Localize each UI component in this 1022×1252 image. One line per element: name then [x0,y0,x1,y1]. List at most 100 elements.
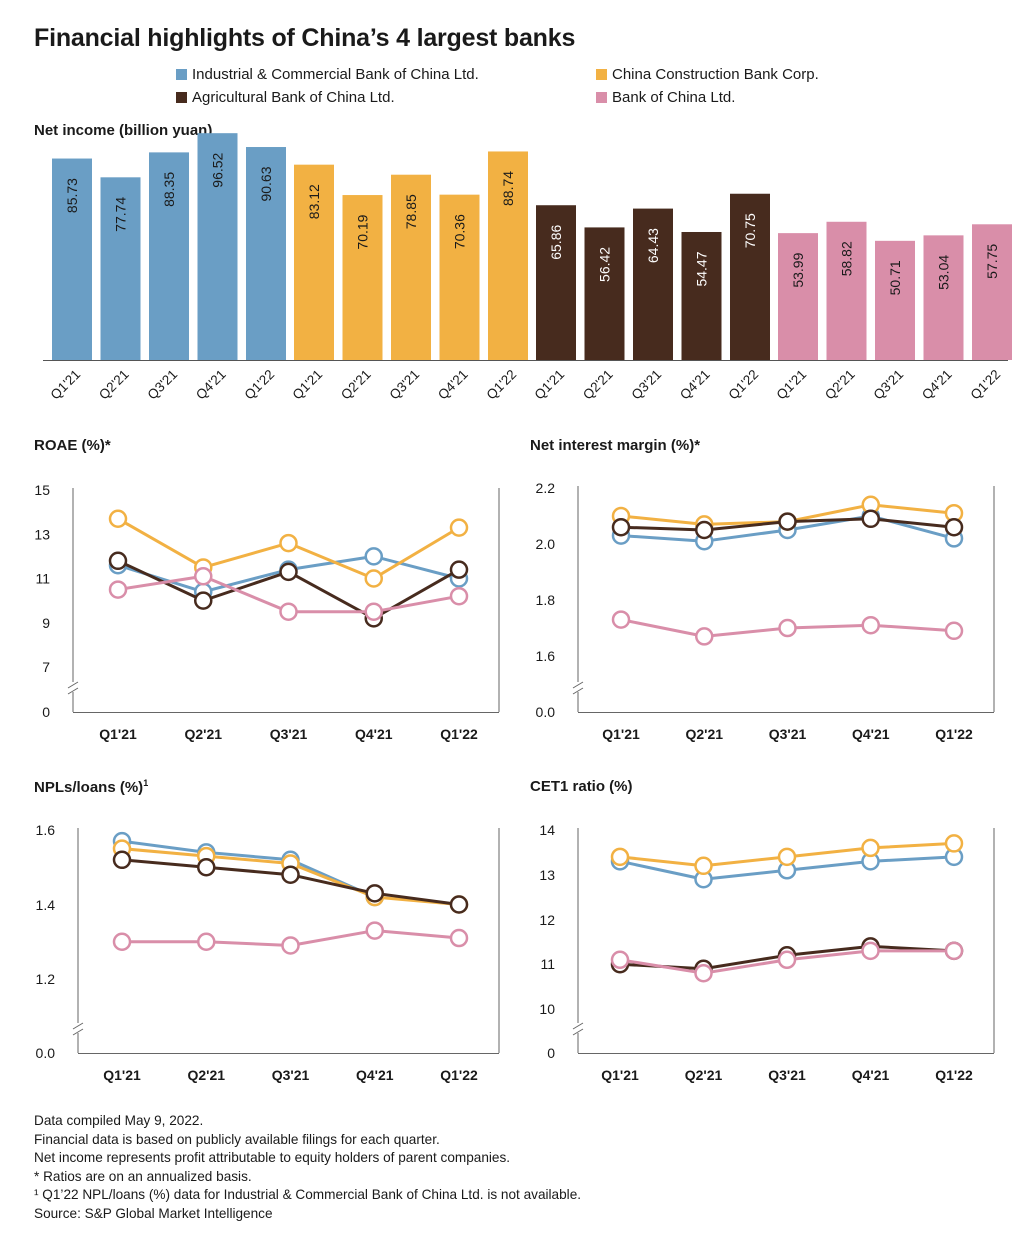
y-tick-label: 11 [540,956,555,972]
legend-item-boc: Bank of China Ltd. [596,89,735,106]
bar-0-1 [100,177,141,360]
data-point-3 [694,963,713,983]
y-tick-label: 0.0 [36,1045,56,1061]
bar-0-3 [197,133,238,360]
x-tick-label: Q3'21 [272,1067,310,1083]
data-point-2 [449,895,469,914]
bar-x-tick-label: Q4'21 [193,367,229,403]
bar-2-4 [730,193,770,360]
bar-x-tick-label: Q1'22 [484,367,520,403]
bar-x-tick-label: Q2'21 [822,367,858,403]
bar-value-label: 78.85 [403,194,419,229]
y-tick-label: 11 [35,571,50,587]
bar-value-label: 83.12 [306,184,322,219]
bar-x-tick-label: Q1'21 [48,367,84,403]
data-point-3 [610,950,630,970]
bar-3-4 [972,224,1012,360]
bar-3-2 [875,240,915,360]
legend-label-abc: Agricultural Bank of China Ltd. [192,89,395,106]
data-point-3 [194,567,213,586]
data-point-1 [861,838,880,858]
x-tick-label: Q1'21 [602,726,640,742]
data-point-2 [281,865,300,884]
bar-value-label: 77.74 [113,197,129,232]
legend-label-boc: Bank of China Ltd. [612,89,736,106]
data-point-2 [449,560,469,579]
npl-title-text: NPLs/loans (%) [34,779,144,796]
y-tick-label: 7 [42,659,50,675]
bar-value-label: 58.82 [839,241,855,276]
nim-title: Net interest margin (%)* [530,437,701,454]
y-tick-label: 9 [42,615,50,631]
y-tick-label: 2.2 [536,480,556,496]
x-tick-label: Q1'21 [103,1067,141,1083]
bar-x-tick-label: Q3'21 [387,367,423,403]
bar-value-label: 53.04 [936,255,952,290]
bar-value-label: 50.71 [887,260,903,295]
note-net-income: Net income represents profit attributabl… [34,1150,511,1165]
bar-x-tick-label: Q2'21 [338,367,374,403]
bar-x-tick-label: Q1'21 [774,367,810,403]
legend-swatch-ccb [596,69,607,80]
y-tick-label: 14 [539,822,555,838]
bar-x-tick-label: Q2'21 [580,367,616,403]
axis-break-icon-1 [67,681,79,695]
data-point-3 [778,618,797,638]
page-title: Financial highlights of China’s 4 larges… [34,24,576,52]
x-tick-label: Q3'21 [270,726,308,742]
npl-title: NPLs/loans (%)1 [34,778,148,796]
bar-value-label: 56.42 [597,247,613,282]
y-tick-label: 13 [34,526,50,542]
data-point-2 [778,512,797,531]
y-tick-label: 15 [34,482,50,498]
series-line-0 [121,839,376,899]
data-point-1 [610,847,630,867]
bar-value-label: 90.63 [258,166,274,201]
legend-item-abc: Agricultural Bank of China Ltd. [176,89,395,106]
bar-value-label: 65.86 [548,225,564,260]
data-point-3 [281,936,300,955]
cet1-title: CET1 ratio (%) [530,778,633,795]
note-filings: Financial data is based on publicly avai… [34,1131,440,1147]
bar-3-1 [826,221,867,360]
bar-value-label: 64.43 [645,228,661,263]
data-point-2 [695,520,714,540]
y-tick-label: 1.6 [536,648,556,664]
data-point-3 [861,941,880,961]
data-point-2 [194,591,213,610]
legend-swatch-icbc [176,69,187,80]
footnotes: Data compiled May 9, 2022. Financial dat… [34,1112,581,1223]
data-point-3 [944,621,964,641]
bar-x-tick-label: Q4'21 [677,367,713,403]
bar-value-label: 54.47 [694,251,710,286]
data-point-3 [364,602,383,621]
bar-2-2 [633,208,673,360]
legend-swatch-abc [176,92,187,103]
data-point-3 [365,921,384,940]
data-point-1 [279,533,298,553]
y-tick-label: 10 [539,1001,555,1017]
bar-3-0 [778,233,818,360]
data-point-2 [944,517,964,537]
y-tick-label: 12 [539,912,555,928]
data-point-3 [279,602,298,621]
bar-x-tick-label: Q1'22 [242,367,278,403]
bar-1-0 [294,164,334,360]
x-tick-label: Q2'21 [685,1067,723,1083]
bar-1-1 [342,195,383,360]
bar-x-tick-label: Q1'22 [968,367,1004,403]
x-tick-label: Q1'22 [440,1067,478,1083]
bar-value-label: 96.52 [210,152,226,187]
x-tick-label: Q1'22 [935,726,973,742]
roae-title: ROAE (%)* [34,437,111,454]
data-point-0 [364,547,383,566]
data-point-3 [449,928,469,948]
data-point-3 [197,932,216,951]
bar-value-label: 88.35 [161,172,177,207]
data-point-1 [777,847,797,867]
data-point-1 [364,569,383,588]
bar-x-tick-label: Q3'21 [871,367,907,403]
y-tick-label: 1.4 [36,897,56,913]
note-ratios: * Ratios are on an annualized basis. [34,1168,252,1184]
